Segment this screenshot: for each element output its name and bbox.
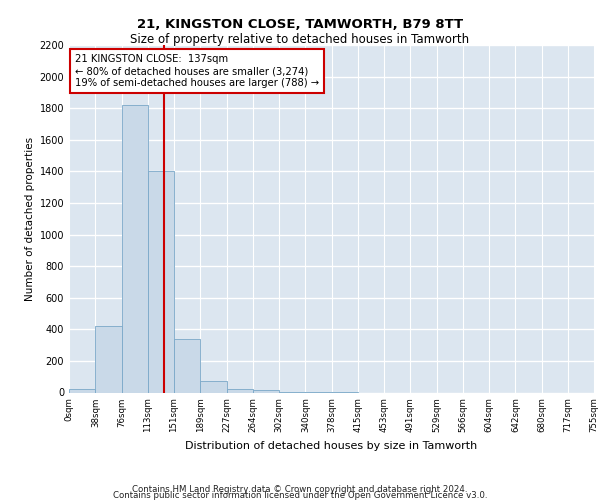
Text: 21, KINGSTON CLOSE, TAMWORTH, B79 8TT: 21, KINGSTON CLOSE, TAMWORTH, B79 8TT: [137, 18, 463, 30]
Text: Contains public sector information licensed under the Open Government Licence v3: Contains public sector information licen…: [113, 491, 487, 500]
Bar: [69, 390, 95, 392]
Bar: [122, 105, 148, 393]
Y-axis label: Number of detached properties: Number of detached properties: [25, 136, 35, 301]
Bar: [227, 388, 253, 392]
X-axis label: Distribution of detached houses by size in Tamworth: Distribution of detached houses by size …: [185, 440, 478, 450]
Bar: [200, 382, 227, 392]
Text: Contains HM Land Registry data © Crown copyright and database right 2024.: Contains HM Land Registry data © Crown c…: [132, 484, 468, 494]
Bar: [148, 172, 174, 392]
Bar: [174, 339, 200, 392]
Bar: [95, 326, 122, 392]
Text: 21 KINGSTON CLOSE:  137sqm
← 80% of detached houses are smaller (3,274)
19% of s: 21 KINGSTON CLOSE: 137sqm ← 80% of detac…: [74, 54, 319, 88]
Text: Size of property relative to detached houses in Tamworth: Size of property relative to detached ho…: [130, 32, 470, 46]
Bar: [253, 390, 279, 392]
